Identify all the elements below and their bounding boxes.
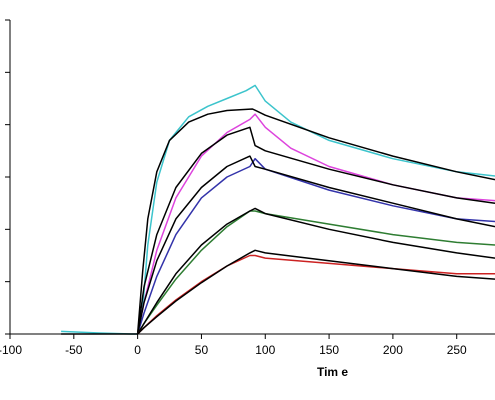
x-axis-title: Tim e: [317, 365, 348, 379]
x-tick-label-2: 0: [134, 343, 141, 357]
series-group: [61, 84, 495, 335]
x-tick-label-0: -100: [0, 343, 22, 357]
x-tick-group: -100 -50 0 50 100 150 200 250: [0, 334, 467, 357]
series-line-4: [136, 157, 495, 335]
series-line-5: [136, 155, 495, 335]
series-line-8: [137, 254, 495, 335]
series-line-2: [136, 113, 495, 335]
x-tick-label-7: 250: [447, 343, 467, 357]
series-line-9: [137, 249, 495, 335]
series-line-1: [61, 108, 495, 335]
series-line-3: [136, 126, 495, 335]
x-tick-label-5: 150: [319, 343, 339, 357]
y-tick-group: [5, 19, 10, 335]
series-line-0: [61, 84, 495, 335]
x-tick-label-3: 50: [195, 343, 209, 357]
x-tick-label-6: 200: [383, 343, 403, 357]
x-tick-label-4: 100: [255, 343, 275, 357]
series-line-7: [136, 207, 495, 335]
x-tick-label-1: -50: [65, 343, 83, 357]
